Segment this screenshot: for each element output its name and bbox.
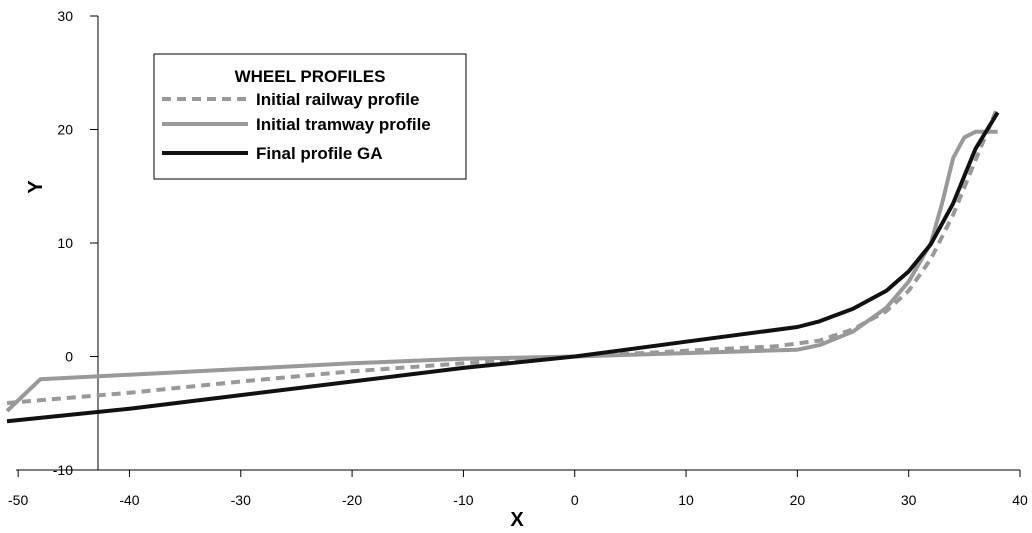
plot-area: -50 -40 -30 -20 -10 0 10 20 30 40 -10 0 10 20 30	[5, 8, 1028, 508]
series-layer	[5, 106, 1000, 424]
legend-title: WHEEL PROFILES	[235, 67, 386, 86]
x-tick-label: -30	[231, 492, 251, 508]
y-tick-label: 10	[57, 235, 73, 251]
x-axis-title: X	[510, 509, 524, 531]
y-axis-title: Y	[25, 180, 47, 194]
y-tick-label: 30	[57, 8, 73, 24]
x-axis-ticks: -50 -40 -30 -20 -10 0 10 20 30 40	[8, 470, 1028, 508]
x-tick-label: 30	[901, 492, 917, 508]
x-tick-label: -50	[8, 492, 28, 508]
y-axis-ticks: -10 0 10 20 30	[53, 8, 98, 478]
x-tick-label: 20	[790, 492, 806, 508]
y-tick-label: 20	[57, 122, 73, 138]
legend: WHEEL PROFILES Initial railway profileIn…	[153, 53, 467, 180]
y-tick-label: -10	[53, 462, 73, 478]
x-tick-label: -40	[119, 492, 139, 508]
legend-label-3: Final profile GA	[256, 144, 383, 163]
x-tick-label: 0	[571, 492, 579, 508]
legend-box	[153, 53, 467, 180]
legend-label-1: Initial railway profile	[256, 90, 419, 109]
x-tick-label: -20	[342, 492, 362, 508]
legend-items: Initial railway profile Initial tramway p…	[162, 90, 431, 163]
series-line-1	[6, 106, 1000, 405]
series-line-2	[5, 129, 998, 413]
legend-label-2: Initial tramway profile	[256, 115, 431, 134]
series-line-3	[6, 111, 1000, 424]
y-tick-label: 0	[65, 349, 73, 365]
x-tick-label: 10	[678, 492, 694, 508]
x-tick-label: -10	[453, 492, 473, 508]
x-tick-label: 40	[1012, 492, 1028, 508]
